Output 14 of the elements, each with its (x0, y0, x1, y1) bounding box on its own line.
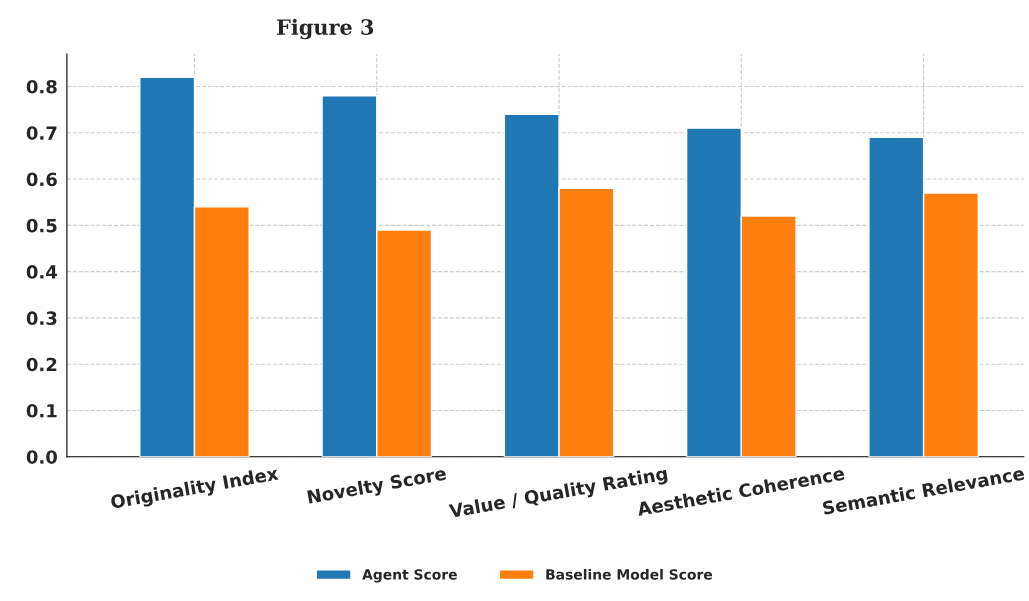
y-tick-label: 0.8 (26, 79, 57, 94)
y-tick-label: 0.7 (26, 126, 57, 140)
y-tick-label: 0.4 (26, 265, 58, 279)
y-tick-label: 0.2 (26, 357, 57, 372)
y-tick-label: 0.3 (26, 311, 57, 326)
y-tick-label: 0.1 (26, 403, 57, 418)
x-tick-label: Novelty Score (307, 465, 448, 508)
legend-label: Baseline Model Score (546, 568, 713, 580)
y-tick-label: 0.5 (26, 218, 57, 233)
y-tick-label: 0.6 (26, 172, 57, 187)
legend-label: Agent Score (362, 569, 457, 583)
y-tick-label: 0.0 (26, 450, 57, 464)
x-tick-label: Originality Index (110, 465, 280, 513)
chart-title: Figure 3 (277, 18, 374, 40)
